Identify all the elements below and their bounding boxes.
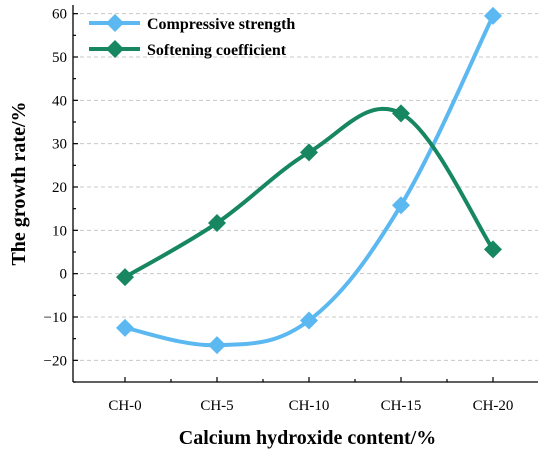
y-tick-label: 0 [60, 267, 68, 283]
data-point-marker [116, 318, 134, 337]
tick-labels: −20 −10 0 10 20 30 40 50 60 CH-0 CH-5 CH-10 CH-15 CH-… [44, 7, 514, 414]
gridlines [73, 13, 538, 361]
data-point-marker [392, 196, 410, 215]
data-point-marker [484, 6, 502, 25]
legend-marker-softening-coefficient [106, 40, 124, 58]
legend-item-compressive-strength: Compressive strength [89, 14, 295, 33]
data-point-marker [208, 213, 226, 232]
legend-marker-compressive-strength [106, 14, 124, 32]
y-tick-label: −20 [44, 353, 67, 369]
data-point-marker [300, 311, 318, 330]
y-tick-label: 30 [52, 137, 67, 153]
x-tick-label: CH-15 [381, 398, 422, 414]
legend-label-softening-coefficient: Softening coefficient [147, 42, 287, 59]
x-tick-label: CH-20 [473, 398, 514, 414]
y-tick-label: 50 [52, 50, 67, 66]
series-compressive-strength [116, 6, 502, 355]
y-tick-label: 40 [52, 93, 67, 109]
x-tick-label: CH-10 [289, 398, 330, 414]
x-axis-title: Calcium hydroxide content/% [179, 427, 436, 449]
y-axis-title: The growth rate/% [8, 101, 30, 265]
data-point-marker [484, 240, 502, 259]
series-line [123, 13, 495, 348]
data-point-marker [300, 143, 318, 162]
legend: Compressive strength Softening coefficie… [89, 14, 295, 59]
y-tick-label: 60 [52, 7, 67, 23]
series-group [116, 6, 502, 355]
data-point-marker [208, 336, 226, 355]
data-point-marker [116, 268, 134, 287]
y-tick-label: 20 [52, 180, 67, 196]
y-tick-label: −10 [44, 310, 67, 326]
legend-label-compressive-strength: Compressive strength [147, 16, 295, 33]
x-tick-label: CH-0 [108, 398, 141, 414]
legend-item-softening-coefficient: Softening coefficient [89, 40, 287, 59]
x-tick-label: CH-5 [200, 398, 233, 414]
series-softening-coefficient [116, 104, 502, 287]
y-tick-label: 10 [52, 223, 67, 239]
data-point-marker [392, 104, 410, 123]
axes [72, 5, 538, 383]
